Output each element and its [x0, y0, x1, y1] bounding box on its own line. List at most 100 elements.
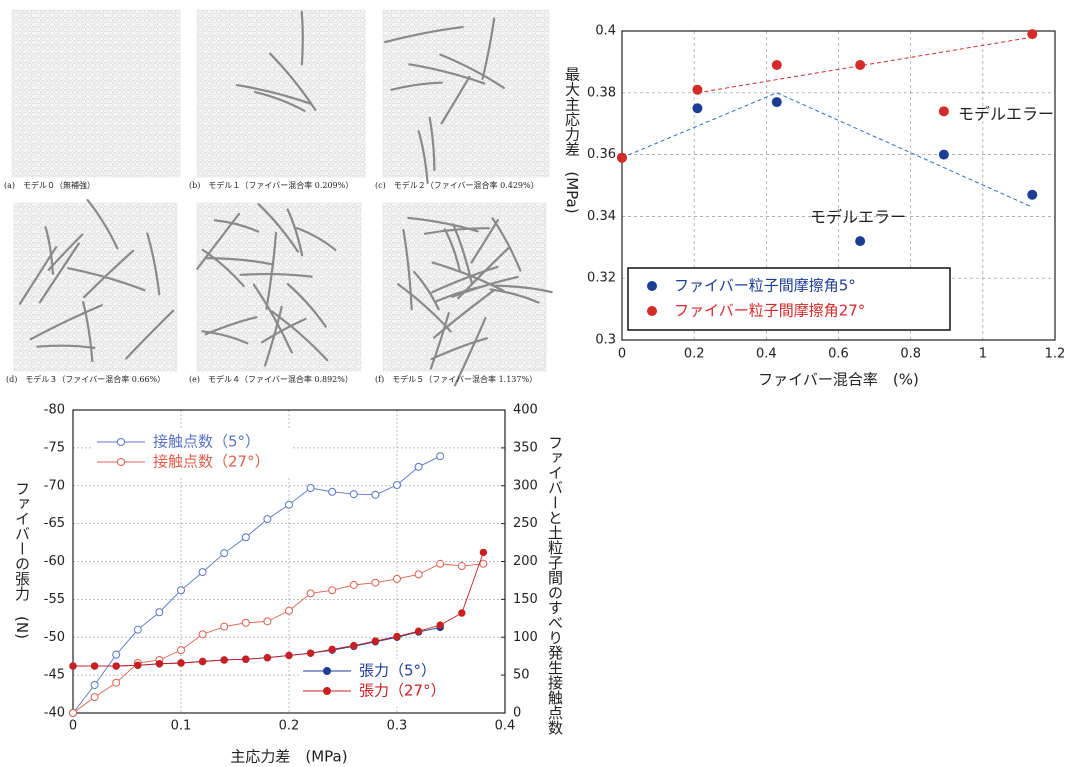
data-point: [70, 663, 76, 669]
data-point: [329, 646, 335, 652]
y2-tick-label: 100: [513, 630, 538, 645]
data-point: [178, 647, 185, 654]
y2-tick-label: 50: [513, 668, 530, 683]
panel-caption: (b) モデル１（ファイバー混合率 0.209%）: [189, 180, 353, 190]
data-point: [199, 569, 206, 576]
data-point: [307, 485, 314, 492]
panel-caption: (a) モデル０（無補強）: [4, 180, 95, 190]
x-tick-label: 1: [979, 347, 987, 362]
data-point: [855, 60, 865, 70]
data-point: [372, 579, 379, 586]
data-point: [242, 534, 249, 541]
y-tick-label: -65: [44, 516, 65, 531]
y-axis-title: ファイバーの張力 (N): [13, 481, 31, 639]
data-point: [113, 679, 120, 686]
data-point: [350, 491, 357, 498]
fiber: [302, 12, 303, 64]
data-point: [772, 97, 782, 107]
legend-marker: [118, 439, 125, 446]
model-panels: (a) モデル０（無補強） (b) モデル１（ファイバー混合率 0.209%） (c…: [4, 10, 552, 385]
y-tick-label: -45: [44, 668, 65, 683]
data-point: [286, 652, 292, 658]
panel-caption: (d) モデル３（ファイバー混合率 0.66%）: [6, 374, 165, 384]
data-point: [307, 650, 313, 656]
data-point: [113, 663, 119, 669]
data-point: [156, 609, 163, 616]
data-point: [264, 655, 270, 661]
legend-marker: [647, 281, 657, 291]
y-tick-label: -50: [44, 630, 65, 645]
x-tick-label: 0.4: [495, 719, 516, 734]
data-point: [692, 103, 702, 113]
data-point: [307, 590, 314, 597]
data-point: [243, 656, 249, 662]
model-image: [12, 10, 180, 177]
y-tick-label: -55: [44, 592, 65, 607]
y2-tick-label: 400: [513, 403, 538, 418]
legend-marker: [118, 459, 125, 466]
data-point: [264, 618, 271, 625]
panel-caption: (e) モデル４（ファイバー混合率 0.892%）: [189, 374, 353, 384]
y-tick-label: -75: [44, 440, 65, 455]
annotation: モデルエラー: [958, 105, 1054, 124]
data-point: [135, 662, 141, 668]
data-point: [772, 60, 782, 70]
data-point: [855, 236, 865, 246]
data-point: [351, 642, 357, 648]
x-tick-label: 0.2: [279, 719, 300, 734]
legend-label: 接触点数（5°）: [153, 433, 260, 451]
data-point: [113, 651, 120, 658]
data-point: [221, 550, 228, 557]
data-point: [91, 681, 98, 688]
y-tick-label: -70: [44, 478, 65, 493]
data-point: [394, 575, 401, 582]
y-tick-label: -40: [44, 706, 65, 721]
data-point: [134, 626, 141, 633]
data-point: [199, 658, 205, 664]
legend-label: ファイバー粒子間摩擦角27°: [674, 302, 865, 320]
x-tick-label: 0: [618, 347, 626, 362]
data-point: [91, 694, 98, 701]
y2-tick-label: 300: [513, 478, 538, 493]
legend-marker: [647, 306, 657, 316]
y-tick-label: 0.32: [587, 271, 616, 286]
data-point: [286, 501, 293, 508]
data-point: [178, 587, 185, 594]
y-axis-title: 最大主応力差 (MPa): [563, 66, 581, 213]
data-point: [692, 85, 702, 95]
data-point: [939, 106, 949, 116]
x-tick-label: 0.8: [900, 347, 921, 362]
data-point: [70, 710, 77, 717]
y-tick-label: 0.36: [587, 147, 616, 162]
figure: (a) モデル０（無補強） (b) モデル１（ファイバー混合率 0.209%） (c…: [0, 0, 1076, 767]
data-point: [437, 622, 443, 628]
x-tick-label: 0.4: [756, 347, 777, 362]
data-point: [415, 463, 422, 470]
data-point: [329, 587, 336, 594]
y2-tick-label: 150: [513, 592, 538, 607]
data-point: [199, 631, 206, 638]
data-point: [286, 607, 293, 614]
data-point: [437, 560, 444, 567]
series-line: [73, 552, 483, 666]
panel-caption: (f) モデル５（ファイバー混合率 1.137%）: [375, 374, 537, 384]
y2-tick-label: 250: [513, 516, 538, 531]
x-axis-title: ファイバー混合率 (%): [758, 371, 919, 389]
data-point: [221, 657, 227, 663]
data-point: [458, 563, 465, 570]
data-point: [394, 633, 400, 639]
data-point: [394, 481, 401, 488]
data-point: [480, 549, 486, 555]
y-tick-label: -80: [44, 403, 65, 418]
y-tick-label: 0.4: [595, 24, 616, 39]
x-tick-label: 0.1: [171, 719, 192, 734]
panel-caption: (c) モデル２（ファイバー混合率 0.429%）: [375, 180, 539, 190]
data-point: [415, 628, 421, 634]
y-tick-label: 0.38: [587, 85, 616, 100]
data-point: [459, 610, 465, 616]
legend-label: ファイバー粒子間摩擦角5°: [674, 277, 856, 295]
y-tick-label: 0.34: [587, 209, 616, 224]
model-image: [197, 203, 361, 371]
